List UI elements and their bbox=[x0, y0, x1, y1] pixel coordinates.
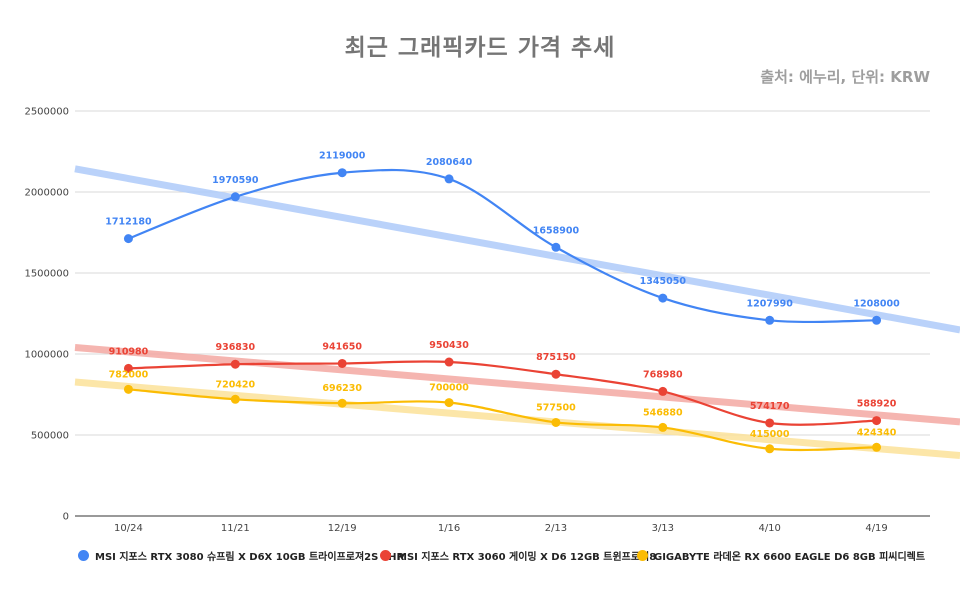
x-tick-label: 11/21 bbox=[221, 523, 250, 534]
data-point bbox=[765, 418, 775, 428]
data-label: 577500 bbox=[536, 402, 576, 413]
data-label: 424340 bbox=[857, 427, 897, 438]
series-line bbox=[128, 360, 877, 426]
data-point bbox=[551, 417, 561, 427]
data-label: 1208000 bbox=[853, 298, 900, 309]
legend-swatch bbox=[380, 550, 391, 561]
data-point bbox=[658, 422, 668, 432]
legend-item: MSI 지포스 RTX 3060 게이밍 X D6 12GB 트윈프로져8 bbox=[380, 548, 656, 563]
legend-item: MSI 지포스 RTX 3080 슈프림 X D6X 10GB 트라이프로져2S… bbox=[78, 548, 404, 563]
data-point bbox=[872, 416, 882, 426]
data-label: 1712180 bbox=[105, 217, 152, 228]
axis-labels: 0 500000 1000000 1500000 2000000 2500000 10/24… bbox=[24, 107, 887, 535]
legend-swatch bbox=[637, 550, 648, 561]
x-tick-label: 4/10 bbox=[758, 523, 780, 534]
data-label: 696230 bbox=[322, 383, 362, 394]
data-label: 2119000 bbox=[319, 151, 366, 162]
data-point bbox=[551, 242, 561, 252]
data-points bbox=[123, 168, 882, 454]
data-point bbox=[123, 384, 133, 394]
x-tick-label: 3/13 bbox=[652, 523, 674, 534]
trendline bbox=[74, 378, 960, 460]
data-point bbox=[658, 386, 668, 396]
y-tick-label: 1000000 bbox=[24, 350, 69, 361]
data-label: 588920 bbox=[857, 399, 897, 410]
data-label: 875150 bbox=[536, 352, 576, 363]
data-label: 574170 bbox=[750, 401, 790, 412]
legend-label: MSI 지포스 RTX 3080 슈프림 X D6X 10GB 트라이프로져2S… bbox=[95, 552, 405, 563]
y-tick-label: 2000000 bbox=[24, 188, 69, 199]
trendlines bbox=[74, 165, 960, 460]
series-lines bbox=[128, 168, 877, 452]
x-tick-label: 1/16 bbox=[438, 523, 460, 534]
chart-title: 최근 그래픽카드 가격 추세 bbox=[344, 35, 616, 61]
data-label: 941650 bbox=[322, 341, 362, 352]
data-label: 1207990 bbox=[747, 298, 794, 309]
data-point bbox=[230, 192, 240, 202]
y-tick-label: 1500000 bbox=[24, 269, 69, 280]
data-label: 950430 bbox=[429, 340, 469, 351]
y-tick-label: 500000 bbox=[31, 431, 69, 442]
data-label: 546880 bbox=[643, 407, 683, 418]
data-point bbox=[872, 315, 882, 325]
data-point bbox=[444, 357, 454, 367]
data-label: 1970590 bbox=[212, 175, 259, 186]
legend-label: GIGABYTE 라데온 RX 6600 EAGLE D6 8GB 피씨디렉트 bbox=[654, 552, 926, 563]
data-point bbox=[337, 358, 347, 368]
legend-label: MSI 지포스 RTX 3060 게이밍 X D6 12GB 트윈프로져8 bbox=[397, 552, 657, 563]
data-point bbox=[230, 359, 240, 369]
legend: MSI 지포스 RTX 3080 슈프림 X D6X 10GB 트라이프로져2S… bbox=[0, 548, 960, 568]
data-point bbox=[337, 398, 347, 408]
data-label: 936830 bbox=[215, 342, 255, 353]
x-tick-label: 2/13 bbox=[545, 523, 567, 534]
data-labels: 1712180 1970590 2119000 2080640 1658900 13450… bbox=[105, 151, 900, 440]
y-tick-label: 0 bbox=[63, 512, 69, 523]
data-label: 720420 bbox=[215, 379, 255, 390]
x-tick-label: 10/24 bbox=[114, 523, 143, 534]
trendline bbox=[74, 165, 960, 334]
data-label: 2080640 bbox=[426, 157, 473, 168]
y-tick-label: 2500000 bbox=[24, 107, 69, 118]
data-label: 782000 bbox=[109, 369, 149, 380]
data-label: 910980 bbox=[109, 346, 149, 357]
gridlines bbox=[75, 110, 930, 517]
series-line bbox=[128, 168, 877, 324]
data-point bbox=[658, 293, 668, 303]
legend-swatch bbox=[78, 550, 89, 561]
data-point bbox=[123, 363, 133, 373]
data-label: 768980 bbox=[643, 369, 683, 380]
x-tick-label: 4/19 bbox=[865, 523, 887, 534]
x-tick-label: 12/19 bbox=[328, 523, 357, 534]
data-point bbox=[230, 394, 240, 404]
data-label: 1658900 bbox=[533, 225, 580, 236]
data-label: 1345050 bbox=[640, 276, 687, 287]
legend-item: GIGABYTE 라데온 RX 6600 EAGLE D6 8GB 피씨디렉트 bbox=[637, 548, 925, 563]
trendline bbox=[74, 343, 960, 426]
chart-subtitle: 출처: 에누리, 단위: KRW bbox=[760, 68, 930, 86]
data-point bbox=[444, 398, 454, 408]
data-point bbox=[872, 442, 882, 452]
data-point bbox=[123, 234, 133, 244]
data-point bbox=[337, 168, 347, 178]
series-line bbox=[128, 388, 877, 452]
data-point bbox=[765, 444, 775, 454]
data-point bbox=[551, 369, 561, 379]
data-label: 700000 bbox=[429, 383, 469, 394]
data-label: 415000 bbox=[750, 429, 790, 440]
data-point bbox=[444, 174, 454, 184]
data-point bbox=[765, 315, 775, 325]
